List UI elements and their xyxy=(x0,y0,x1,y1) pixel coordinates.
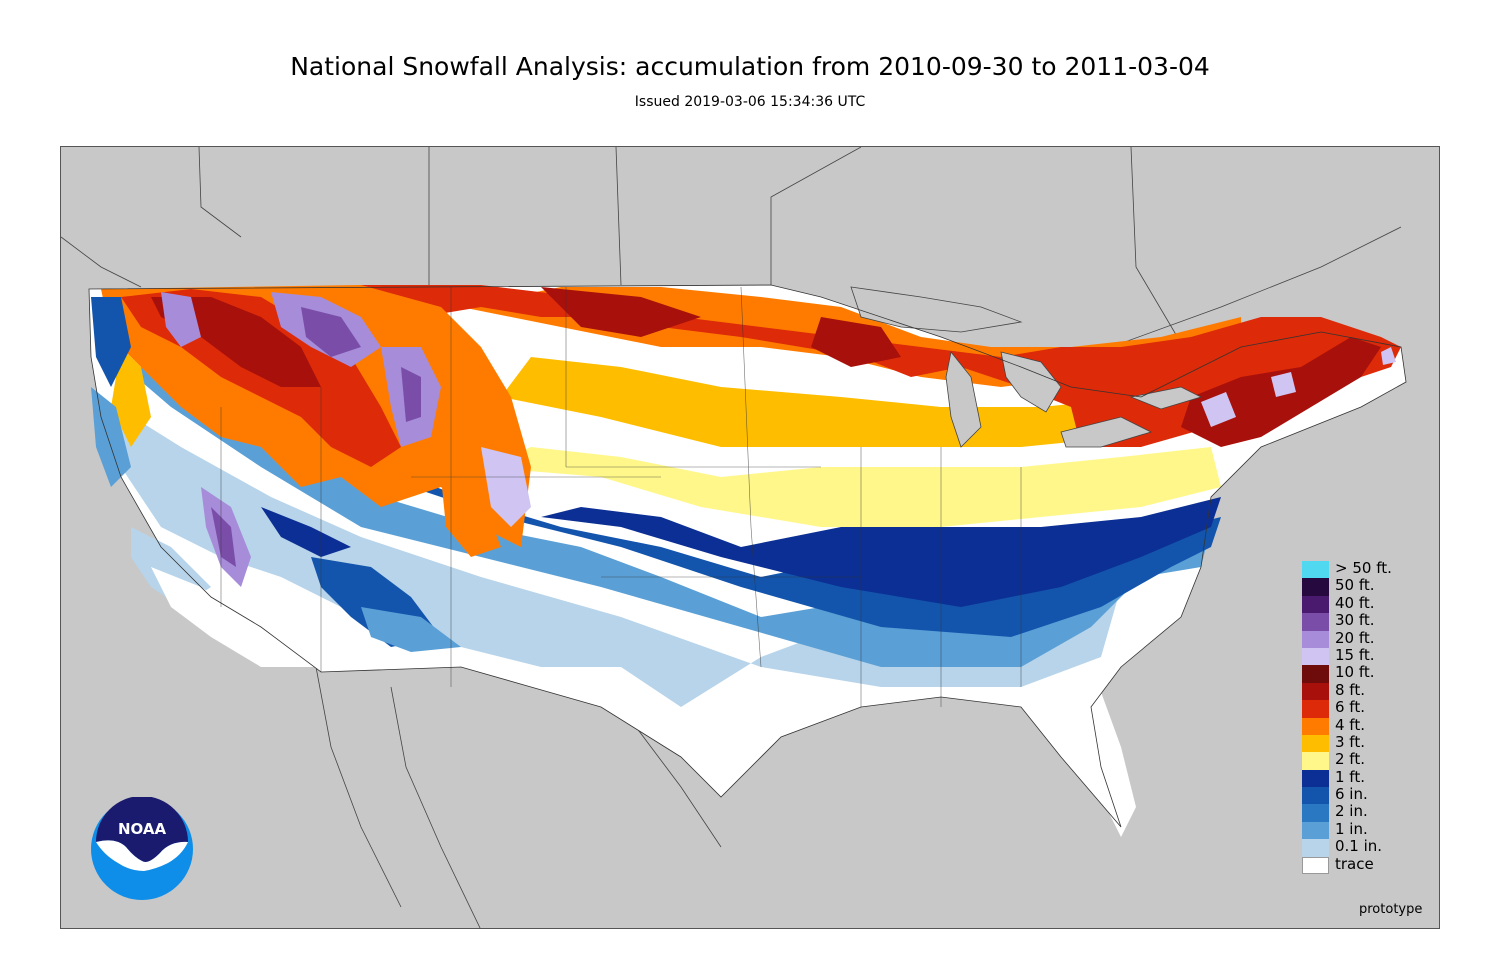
western-mountain-snow xyxy=(91,285,531,667)
legend-swatch xyxy=(1302,821,1329,840)
legend-item: 10 ft. xyxy=(1302,663,1422,683)
legend-swatch xyxy=(1302,613,1329,631)
legend-swatch xyxy=(1302,630,1329,648)
legend-swatch xyxy=(1302,752,1329,770)
legend-label: 40 ft. xyxy=(1335,593,1375,612)
legend-item: 1 ft. xyxy=(1302,767,1422,788)
legend-swatch xyxy=(1302,700,1329,718)
legend-item: 0.1 in. xyxy=(1302,837,1422,857)
legend-item: trace xyxy=(1302,854,1422,875)
legend-label: 8 ft. xyxy=(1335,680,1365,699)
legend-item: 3 ft. xyxy=(1302,732,1422,753)
noaa-logo: NOAA xyxy=(90,796,194,905)
legend-label: trace xyxy=(1335,854,1374,873)
legend-swatch xyxy=(1302,647,1329,666)
noaa-logo-icon: NOAA xyxy=(91,796,193,900)
legend-swatch xyxy=(1302,839,1329,857)
legend-label: 10 ft. xyxy=(1335,663,1375,682)
legend-item: 30 ft. xyxy=(1302,611,1422,631)
legend-label: > 50 ft. xyxy=(1335,559,1392,577)
legend-label: 6 in. xyxy=(1335,785,1368,804)
legend-label: 15 ft. xyxy=(1335,645,1375,664)
legend-item: 40 ft. xyxy=(1302,593,1422,614)
legend-swatch xyxy=(1302,578,1329,596)
legend-item: 1 in. xyxy=(1302,819,1422,840)
snowfall-map xyxy=(60,146,1440,929)
legend-swatch xyxy=(1302,717,1329,735)
legend-label: 4 ft. xyxy=(1335,715,1365,734)
legend-label: 1 ft. xyxy=(1335,767,1365,786)
legend-swatch xyxy=(1302,769,1329,788)
legend-swatch xyxy=(1302,804,1329,822)
legend-label: 30 ft. xyxy=(1335,611,1375,630)
snowfall-map-svg xyxy=(61,147,1439,928)
legend-item: 4 ft. xyxy=(1302,715,1422,735)
legend-swatch xyxy=(1302,595,1329,614)
legend-label: 50 ft. xyxy=(1335,576,1375,595)
legend-item: 8 ft. xyxy=(1302,680,1422,701)
legend-swatch xyxy=(1302,561,1329,579)
legend-swatch xyxy=(1302,734,1329,753)
legend-label: 2 ft. xyxy=(1335,750,1365,769)
legend-swatch xyxy=(1302,856,1329,875)
legend-item: 6 in. xyxy=(1302,785,1422,805)
map-title: National Snowfall Analysis: accumulation… xyxy=(290,52,1210,81)
legend-label: 0.1 in. xyxy=(1335,837,1383,856)
legend-swatch xyxy=(1302,665,1329,683)
legend-label: 6 ft. xyxy=(1335,698,1365,717)
noaa-logo-text: NOAA xyxy=(118,820,167,838)
legend-item: 6 ft. xyxy=(1302,698,1422,718)
legend-swatch xyxy=(1302,787,1329,805)
legend-label: 3 ft. xyxy=(1335,732,1365,751)
legend-item: 2 ft. xyxy=(1302,750,1422,770)
legend-item: 2 in. xyxy=(1302,802,1422,822)
legend-item: 50 ft. xyxy=(1302,576,1422,596)
legend-item: 20 ft. xyxy=(1302,628,1422,648)
legend-item: > 50 ft. xyxy=(1302,559,1422,579)
legend-label: 2 in. xyxy=(1335,802,1368,821)
legend-swatch xyxy=(1302,682,1329,701)
legend-item: 15 ft. xyxy=(1302,645,1422,666)
snowfall-legend: > 50 ft. 50 ft. 40 ft. 30 ft. 20 ft. 15 ft. 10… xyxy=(1302,559,1422,875)
issued-timestamp: Issued 2019-03-06 15:34:36 UTC xyxy=(634,94,866,110)
legend-label: 1 in. xyxy=(1335,819,1368,838)
legend-label: 20 ft. xyxy=(1335,628,1375,647)
prototype-label: prototype xyxy=(1359,902,1423,917)
